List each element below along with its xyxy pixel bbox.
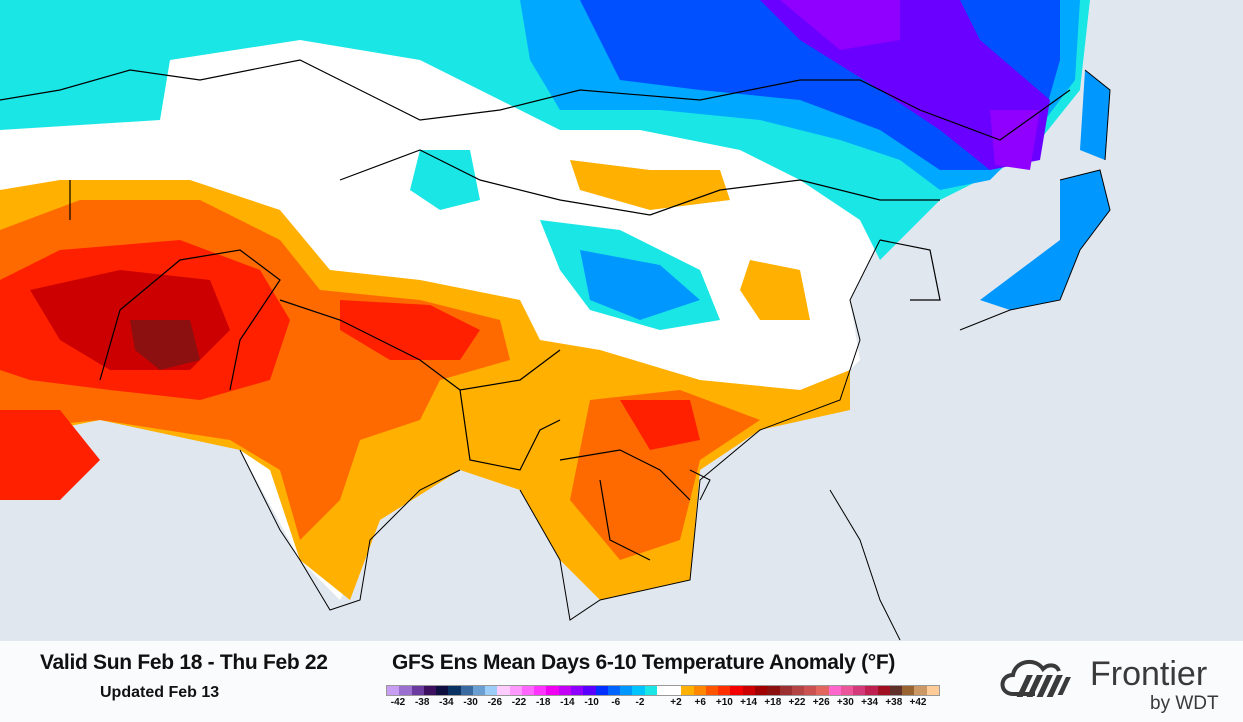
anomaly-cool-lightblue-2 — [580, 250, 700, 320]
legend-swatch — [877, 686, 890, 695]
legend-label: -26 — [487, 697, 503, 708]
legend-label: +14 — [740, 697, 758, 708]
anomaly-cool-cyan-3 — [410, 150, 480, 210]
legend-swatch — [411, 686, 424, 695]
footer: Valid Sun Feb 18 - Thu Feb 22 Updated Fe… — [0, 641, 1243, 722]
updated-date: Updated Feb 13 — [100, 684, 220, 701]
legend-swatch — [423, 686, 437, 695]
legend-swatch — [840, 686, 854, 695]
anomaly-cold-violet-2 — [990, 110, 1040, 170]
legend-swatch — [485, 686, 498, 695]
legend-labels: -42 -38 -34 -30 -26 -22 -18 -14 -10 -6 -2 +2 +6 +10 +1… — [386, 697, 938, 711]
legend-label: +34 — [861, 697, 879, 708]
legend-label: -34 — [439, 697, 454, 708]
legend-swatch — [583, 686, 596, 695]
country-borders — [0, 59, 1071, 561]
anomaly-cold-violet — [780, 0, 900, 50]
legend-swatch — [804, 686, 817, 695]
legend-label: +30 — [836, 697, 854, 708]
legend-swatch — [902, 686, 915, 695]
legend-label: -38 — [414, 697, 430, 708]
legend-swatch — [718, 686, 731, 695]
anomaly-warm-maroon — [130, 320, 200, 370]
legend-swatch — [620, 686, 633, 695]
logo-text: Frontier — [1090, 655, 1208, 693]
legend-swatch — [497, 686, 510, 695]
legend-swatch — [472, 686, 486, 695]
legend-label: +26 — [812, 697, 830, 708]
anomaly-cool-lightblue-3 — [1080, 70, 1110, 160]
anomaly-warm-red-4 — [0, 410, 100, 500]
legend-swatch — [754, 686, 768, 695]
legend-label: -6 — [611, 697, 621, 708]
legend-label: +42 — [909, 697, 927, 708]
legend-swatch — [436, 686, 449, 695]
legend-swatch — [669, 686, 682, 695]
legend-swatch — [595, 686, 608, 695]
legend-swatch — [889, 686, 903, 695]
legend-swatch — [509, 686, 522, 695]
legend-label: +18 — [764, 697, 782, 708]
legend-swatch — [693, 686, 706, 695]
legend-swatch — [558, 686, 571, 695]
legend-swatch — [534, 686, 547, 695]
cloud-icon — [1000, 659, 1071, 697]
legend-swatch — [779, 686, 792, 695]
frontier-logo: Frontier by WDT — [995, 649, 1235, 715]
legend-swatch — [681, 686, 694, 695]
legend-swatch — [816, 686, 829, 695]
legend-swatch — [791, 686, 805, 695]
legend-swatch — [448, 686, 461, 695]
legend-swatch — [926, 686, 939, 695]
legend-swatch — [865, 686, 878, 695]
legend-swatch — [742, 686, 755, 695]
temperature-anomaly-map — [0, 0, 1243, 641]
legend-swatch — [607, 686, 621, 695]
anomaly-warm-red-2 — [340, 300, 480, 360]
logo-subtext: by WDT — [1150, 693, 1219, 714]
legend-label: -22 — [511, 697, 527, 708]
legend-swatch — [914, 686, 927, 695]
legend-label: +2 — [670, 697, 682, 708]
legend-label: -42 — [390, 697, 406, 708]
legend-label: -2 — [635, 697, 645, 708]
legend-label: -30 — [463, 697, 478, 708]
legend-swatch — [767, 686, 780, 695]
legend-label: +38 — [885, 697, 903, 708]
legend-swatch — [387, 686, 400, 695]
coastlines — [239, 69, 1111, 641]
legend-swatch — [705, 686, 719, 695]
legend-label: +6 — [694, 697, 706, 708]
anomaly-warm-orange-2 — [740, 260, 810, 320]
legend-swatch — [644, 686, 657, 695]
legend-swatch — [460, 686, 473, 695]
anomaly-cool-lightblue-japan — [980, 170, 1110, 310]
legend-label: -14 — [560, 697, 575, 708]
legend-swatch — [828, 686, 841, 695]
legend-swatch — [399, 686, 412, 695]
legend-swatch — [730, 686, 743, 695]
valid-period: Valid Sun Feb 18 - Thu Feb 22 — [40, 651, 328, 674]
legend-swatch — [570, 686, 584, 695]
legend-swatch — [521, 686, 535, 695]
map-title: GFS Ens Mean Days 6-10 Temperature Anoma… — [392, 651, 896, 674]
legend-swatch — [853, 686, 866, 695]
legend-label: +22 — [788, 697, 806, 708]
legend-swatch — [546, 686, 559, 695]
legend-label: -18 — [535, 697, 551, 708]
legend-label: +10 — [715, 697, 733, 708]
anomaly-warm-orange-3 — [570, 160, 730, 210]
anomaly-warm-red-3 — [620, 400, 700, 450]
legend-label: -10 — [584, 697, 599, 708]
legend-swatch — [656, 686, 670, 695]
color-legend — [386, 685, 940, 696]
legend-swatch — [632, 686, 645, 695]
